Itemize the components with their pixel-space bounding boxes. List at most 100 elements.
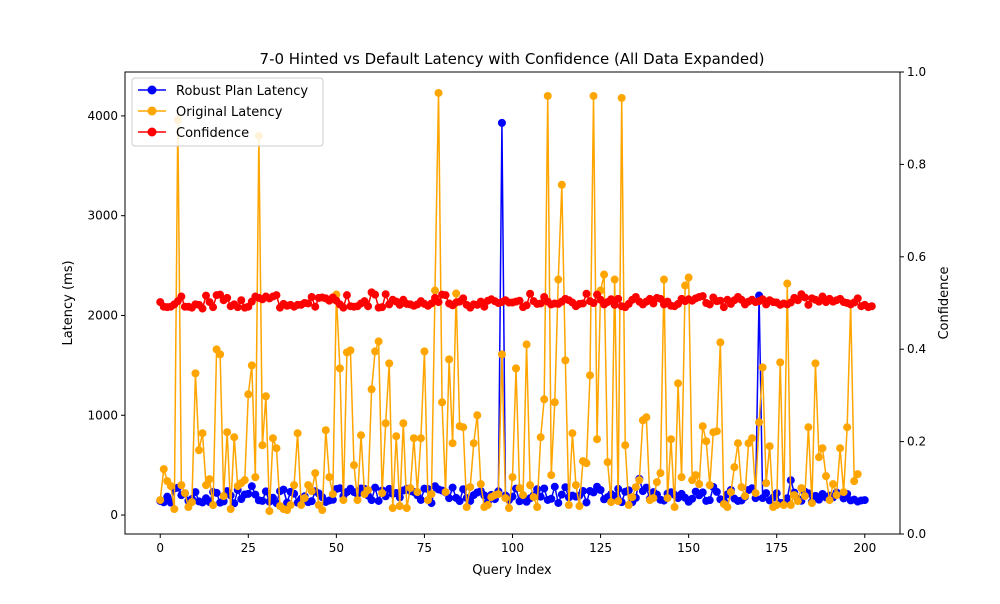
data-point-original-latency <box>413 488 422 497</box>
data-point-confidence <box>198 304 207 313</box>
data-point-robust-plan-latency <box>624 486 633 495</box>
data-point-original-latency <box>378 489 387 498</box>
data-point-original-latency <box>649 494 658 503</box>
data-point-original-latency <box>793 497 802 506</box>
data-point-original-latency <box>568 429 577 438</box>
data-point-confidence <box>610 300 619 309</box>
data-point-original-latency <box>328 490 337 499</box>
data-point-original-latency <box>402 504 411 513</box>
data-point-original-latency <box>367 385 376 394</box>
data-point-original-latency <box>797 484 806 493</box>
data-point-original-latency <box>621 441 630 450</box>
data-point-original-latency <box>614 497 623 506</box>
series-original-latency <box>156 88 862 516</box>
data-point-original-latency <box>716 338 725 347</box>
data-point-confidence <box>378 303 387 312</box>
data-point-confidence <box>202 291 211 300</box>
data-point-confidence <box>480 302 489 311</box>
data-point-original-latency <box>674 379 683 388</box>
data-point-original-latency <box>230 433 239 442</box>
data-point-robust-plan-latency <box>698 488 707 497</box>
data-point-original-latency <box>194 446 203 455</box>
data-point-original-latency <box>564 501 573 510</box>
x-tick-label: 50 <box>329 541 344 555</box>
data-point-original-latency <box>730 463 739 472</box>
y2-tick-label: 0.4 <box>907 342 926 356</box>
data-point-original-latency <box>515 484 524 493</box>
data-point-original-latency <box>832 491 841 500</box>
data-point-original-latency <box>374 337 383 346</box>
data-point-original-latency <box>469 439 478 448</box>
data-point-original-latency <box>814 453 823 462</box>
data-point-original-latency <box>409 434 418 443</box>
data-point-confidence <box>698 292 707 301</box>
data-point-confidence <box>342 291 351 300</box>
data-point-confidence <box>867 302 876 311</box>
data-point-original-latency <box>416 434 425 443</box>
data-point-original-latency <box>261 392 270 401</box>
data-point-original-latency <box>776 358 785 367</box>
data-point-original-latency <box>839 488 848 497</box>
data-point-confidence <box>578 299 587 308</box>
data-point-original-latency <box>554 275 563 284</box>
data-point-original-latency <box>822 472 831 481</box>
data-point-original-latency <box>420 347 429 356</box>
data-point-confidence <box>526 289 535 298</box>
data-point-original-latency <box>529 493 538 502</box>
data-point-original-latency <box>297 501 306 510</box>
data-point-robust-plan-latency <box>455 497 464 506</box>
data-point-confidence <box>209 303 218 312</box>
data-point-robust-plan-latency <box>290 489 299 498</box>
data-point-original-latency <box>423 496 432 505</box>
data-point-robust-plan-latency <box>550 482 559 491</box>
data-point-original-latency <box>804 423 813 432</box>
data-point-original-latency <box>462 503 471 512</box>
data-point-original-latency <box>811 359 820 368</box>
data-point-original-latency <box>459 423 468 432</box>
data-point-original-latency <box>177 481 186 490</box>
data-point-original-latency <box>187 498 196 507</box>
data-point-original-latency <box>286 501 295 510</box>
data-point-original-latency <box>349 461 358 470</box>
data-point-original-latency <box>318 506 327 515</box>
data-point-confidence <box>716 296 725 305</box>
data-point-original-latency <box>684 273 693 282</box>
y-tick-label: 2000 <box>87 308 118 322</box>
data-point-confidence <box>589 299 598 307</box>
data-point-original-latency <box>293 429 302 438</box>
data-point-confidence <box>237 296 246 305</box>
data-point-original-latency <box>829 480 838 489</box>
x-tick-label: 25 <box>241 541 256 555</box>
data-point-original-latency <box>406 484 415 493</box>
data-point-original-latency <box>240 476 249 485</box>
data-point-confidence <box>307 292 316 301</box>
data-point-original-latency <box>300 494 309 503</box>
data-point-confidence <box>705 300 714 309</box>
data-point-original-latency <box>159 465 168 474</box>
data-point-confidence <box>177 292 186 301</box>
data-point-original-latency <box>737 483 746 492</box>
data-point-original-latency <box>550 398 559 407</box>
y2-axis-label: Confidence <box>937 266 952 339</box>
data-point-original-latency <box>346 346 355 355</box>
data-point-original-latency <box>741 492 749 501</box>
data-point-original-latency <box>268 434 277 443</box>
data-point-original-latency <box>547 471 556 480</box>
legend-label-confidence: Confidence <box>176 126 249 141</box>
data-point-original-latency <box>166 482 175 491</box>
data-point-robust-plan-latency <box>533 485 542 494</box>
data-point-original-latency <box>452 289 461 298</box>
data-point-original-latency <box>476 480 485 489</box>
data-point-original-latency <box>202 481 211 490</box>
data-point-confidence <box>522 301 531 310</box>
y2-tick-label: 0.6 <box>907 250 926 264</box>
data-point-confidence <box>853 294 862 303</box>
data-point-confidence <box>582 289 591 298</box>
data-point-original-latency <box>607 498 616 507</box>
data-point-robust-plan-latency <box>230 499 239 508</box>
x-tick-label: 200 <box>853 541 876 555</box>
y-axis-label: Latency (ms) <box>61 260 76 345</box>
data-point-original-latency <box>258 441 267 450</box>
data-point-robust-plan-latency <box>374 496 383 505</box>
data-point-robust-plan-latency <box>860 496 869 505</box>
